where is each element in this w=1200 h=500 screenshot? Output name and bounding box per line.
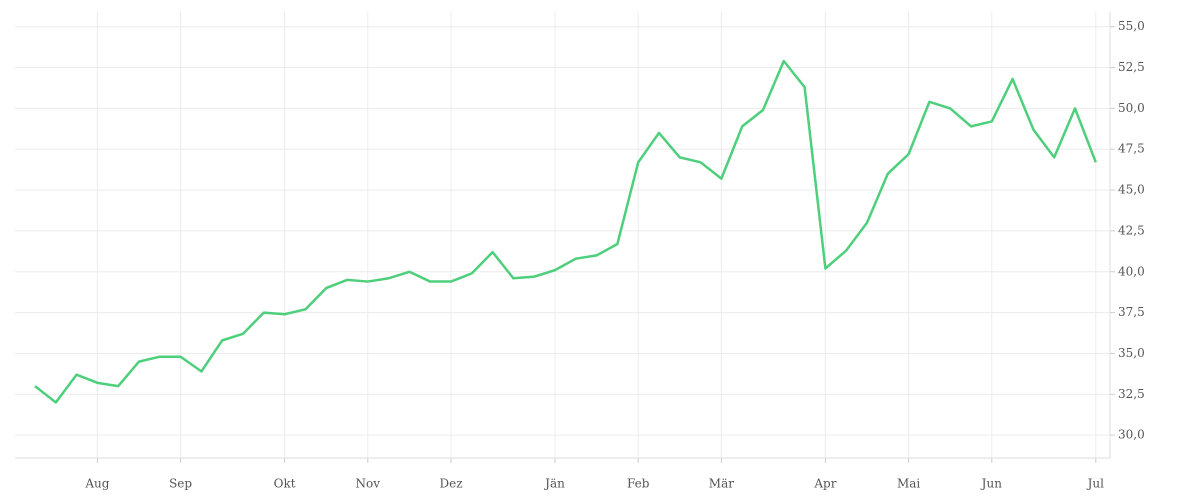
x-tick-label: Dez [439,477,462,491]
x-tick-label: Okt [274,477,296,491]
x-tick-label: Feb [627,477,650,491]
x-tick-label: Jul [1086,477,1105,491]
x-tick-label: Mai [897,477,920,491]
x-tick-label: Mär [709,477,734,491]
y-tick-label: 42,5 [1118,223,1145,237]
y-tick-label: 37,5 [1118,305,1145,319]
y-tick-label: 32,5 [1118,387,1145,401]
x-tick-label: Jun [980,477,1003,491]
y-tick-label: 35,0 [1118,346,1145,360]
y-tick-label: 50,0 [1118,101,1145,115]
y-tick-label: 40,0 [1118,264,1145,278]
x-tick-label: Sep [169,477,192,491]
x-tick-label: Nov [356,477,381,491]
data-line [34,59,1097,404]
x-tick-label: Aug [84,477,109,491]
y-tick-label: 52,5 [1118,60,1145,74]
y-tick-label: 47,5 [1118,142,1145,156]
x-tick-label: Apr [813,477,836,491]
y-tick-label: 30,0 [1118,428,1145,442]
x-tick-label: Jän [543,477,565,491]
y-tick-label: 45,0 [1118,183,1145,197]
y-tick-label: 55,0 [1118,19,1145,33]
